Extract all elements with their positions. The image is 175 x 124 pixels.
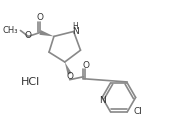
Text: N: N <box>72 27 79 36</box>
Text: O: O <box>83 61 90 70</box>
Text: O: O <box>37 13 44 22</box>
Text: O: O <box>66 72 73 81</box>
Text: O: O <box>25 31 32 40</box>
Text: Cl: Cl <box>133 107 142 116</box>
Polygon shape <box>65 62 72 75</box>
Text: CH₃: CH₃ <box>3 26 19 35</box>
Text: H: H <box>73 22 78 31</box>
Text: HCl: HCl <box>21 77 40 87</box>
Text: N: N <box>99 96 106 105</box>
Polygon shape <box>40 30 54 36</box>
